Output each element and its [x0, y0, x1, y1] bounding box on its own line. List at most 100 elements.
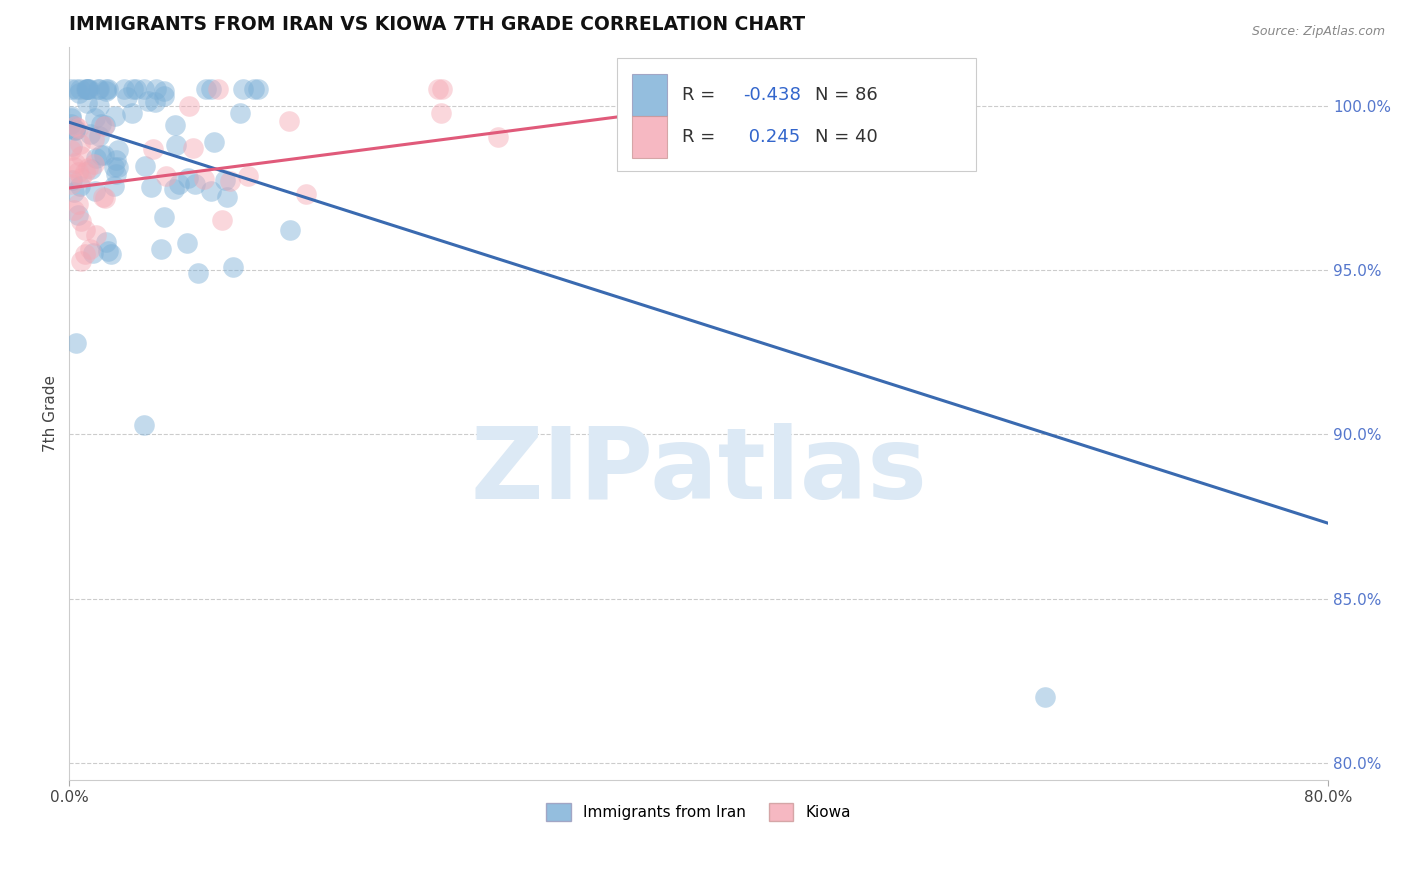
Point	[94, 82, 117, 96]
Point	[62, 173, 84, 187]
Text: N = 40: N = 40	[814, 128, 877, 145]
Point	[69, 137, 91, 152]
Point	[169, 177, 191, 191]
Point	[232, 82, 254, 96]
Point	[73, 164, 96, 178]
Point	[83, 132, 105, 146]
Text: ZIPatlas: ZIPatlas	[470, 424, 927, 520]
Point	[105, 167, 128, 181]
Point	[77, 82, 100, 96]
Point	[155, 169, 177, 184]
Point	[80, 161, 103, 176]
Y-axis label: 7th Grade: 7th Grade	[44, 375, 58, 451]
FancyBboxPatch shape	[631, 74, 668, 116]
Point	[66, 120, 89, 135]
Point	[121, 106, 143, 120]
Point	[76, 82, 98, 96]
Point	[242, 82, 264, 96]
Point	[70, 171, 93, 186]
Point	[59, 82, 82, 96]
Point	[83, 111, 105, 125]
Point	[278, 113, 301, 128]
Text: R =: R =	[682, 86, 721, 104]
Point	[66, 208, 89, 222]
Point	[184, 178, 207, 192]
Point	[163, 181, 186, 195]
Point	[117, 90, 139, 104]
Point	[214, 173, 236, 187]
Point	[75, 222, 97, 236]
Point	[63, 122, 86, 136]
Point	[63, 203, 86, 218]
Point	[145, 82, 167, 96]
Point	[65, 336, 87, 351]
Text: Source: ZipAtlas.com: Source: ZipAtlas.com	[1251, 25, 1385, 38]
Point	[94, 118, 117, 132]
Point	[91, 190, 114, 204]
Point	[67, 86, 90, 100]
Point	[219, 174, 242, 188]
Point	[103, 179, 125, 194]
Point	[124, 82, 146, 96]
Point	[247, 82, 270, 96]
FancyBboxPatch shape	[617, 58, 976, 171]
Point	[163, 119, 186, 133]
Point	[238, 169, 260, 183]
Point	[67, 165, 90, 179]
Point	[432, 82, 454, 96]
Point	[105, 153, 128, 167]
Point	[73, 247, 96, 261]
Point	[79, 242, 101, 256]
Point	[103, 160, 125, 174]
Point	[152, 88, 174, 103]
Point	[70, 254, 93, 268]
Point	[207, 82, 229, 96]
Point	[90, 147, 112, 161]
Point	[63, 156, 86, 170]
Point	[200, 184, 222, 198]
Point	[96, 84, 118, 98]
Point	[139, 180, 162, 194]
Legend: Immigrants from Iran, Kiowa: Immigrants from Iran, Kiowa	[540, 797, 858, 827]
Point	[63, 119, 86, 133]
Point	[90, 117, 112, 131]
Point	[215, 189, 238, 203]
Point	[82, 245, 104, 260]
Point	[107, 143, 129, 157]
Point	[142, 142, 165, 156]
Point	[104, 109, 127, 123]
Point	[187, 266, 209, 280]
Point	[228, 106, 250, 120]
Point	[132, 82, 155, 96]
Point	[136, 95, 159, 109]
Point	[60, 138, 83, 153]
Point	[59, 177, 82, 191]
Point	[165, 137, 187, 152]
Point	[59, 144, 82, 158]
Text: IMMIGRANTS FROM IRAN VS KIOWA 7TH GRADE CORRELATION CHART: IMMIGRANTS FROM IRAN VS KIOWA 7TH GRADE …	[69, 15, 806, 34]
Point	[94, 235, 117, 250]
Point	[122, 82, 145, 96]
Point	[69, 82, 91, 96]
Text: R =: R =	[682, 128, 721, 145]
Point	[112, 82, 135, 96]
Text: -0.438: -0.438	[742, 86, 800, 104]
Point	[63, 161, 86, 175]
Point	[150, 242, 173, 256]
Point	[181, 141, 204, 155]
Point	[63, 123, 86, 137]
Point	[107, 160, 129, 174]
Point	[59, 109, 82, 123]
Point	[427, 82, 450, 96]
Point	[97, 244, 120, 258]
Text: N = 86: N = 86	[814, 86, 877, 104]
Point	[176, 236, 198, 251]
Point	[69, 213, 91, 227]
Point	[75, 82, 97, 96]
Point	[143, 95, 166, 110]
Point	[1033, 690, 1056, 705]
Point	[195, 82, 218, 96]
Point	[67, 197, 90, 211]
Point	[100, 246, 122, 260]
Point	[87, 82, 110, 96]
